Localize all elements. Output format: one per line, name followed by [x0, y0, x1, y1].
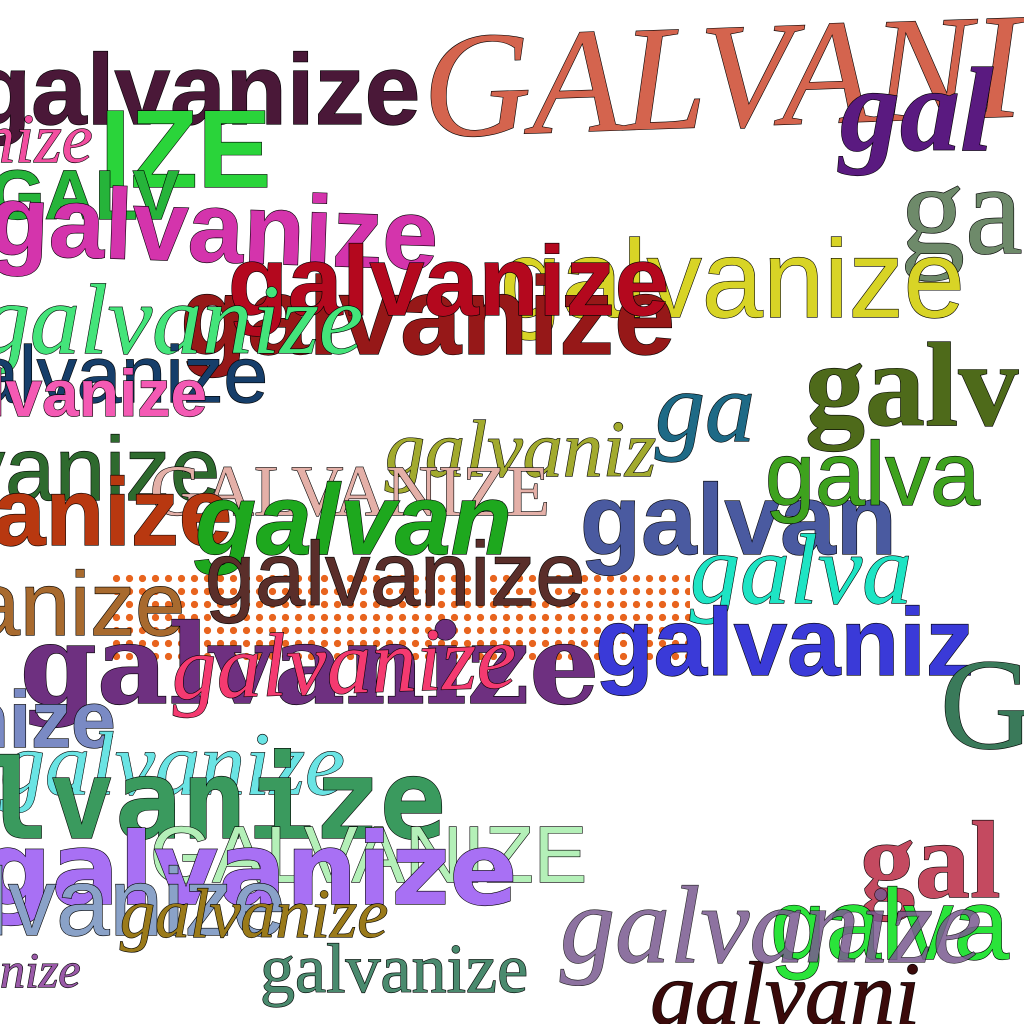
- word-nize: nize: [0, 675, 116, 764]
- word-g: G: [939, 633, 1024, 777]
- word-galva: galva: [764, 425, 981, 525]
- word-galva: galva: [689, 514, 913, 625]
- word-galvaniz: galvaniz: [594, 589, 974, 696]
- word-galvanize: galvanize: [559, 864, 982, 986]
- word-galvanize: galvanize: [169, 607, 519, 719]
- word-galvanize: galvanize: [0, 34, 421, 146]
- word-galvanize-caps: GALVANIZE: [149, 451, 551, 531]
- word-gal: gal: [859, 799, 1001, 921]
- word-galvanize-caps: GALVANIZE: [149, 810, 588, 899]
- word-vanize: vanize: [0, 420, 221, 520]
- word-galvanize: galvanize: [0, 330, 269, 419]
- word-galvanize: galvanize: [0, 715, 346, 814]
- word-galvaniz: galvaniz: [384, 406, 657, 494]
- word-ize: IZE: [99, 88, 272, 211]
- word-galv-caps: GALV: [0, 156, 180, 234]
- word-nize: nize: [0, 942, 81, 998]
- word-galvanize: galvanize: [0, 356, 208, 430]
- word-galvanize: galvanize: [0, 736, 447, 864]
- word-galvanize: galvanize: [499, 218, 965, 341]
- word-gal: gal: [839, 43, 994, 176]
- orange-dot-grid: [110, 572, 690, 664]
- word-galvanize: galvanize: [0, 459, 233, 566]
- word-galvanize: galvanize: [179, 255, 676, 378]
- word-galvan: galvan: [194, 464, 512, 576]
- word-galva: galva: [769, 869, 1010, 981]
- word-anize: anize: [0, 555, 186, 655]
- word-ga: ga: [654, 352, 755, 463]
- word-galvan: galvan: [579, 464, 897, 576]
- word-galvanize: galvanize: [0, 811, 518, 928]
- word-galvanize: galvanize: [119, 876, 389, 953]
- word-galvanize: galvanize: [259, 931, 529, 1008]
- word-galvanize: galvanize: [204, 525, 586, 625]
- word-galvanize: galvanize: [0, 264, 364, 375]
- word-ga: ga: [899, 138, 1023, 282]
- word-galvani: galvani: [649, 945, 920, 1024]
- word-nize: nize: [0, 101, 93, 178]
- word-galvanize: galvanize: [0, 849, 286, 956]
- word-galvanize: galvanize: [19, 600, 600, 729]
- word-galvanize: galvanize: [227, 226, 670, 336]
- word-galv: galv: [804, 318, 1019, 451]
